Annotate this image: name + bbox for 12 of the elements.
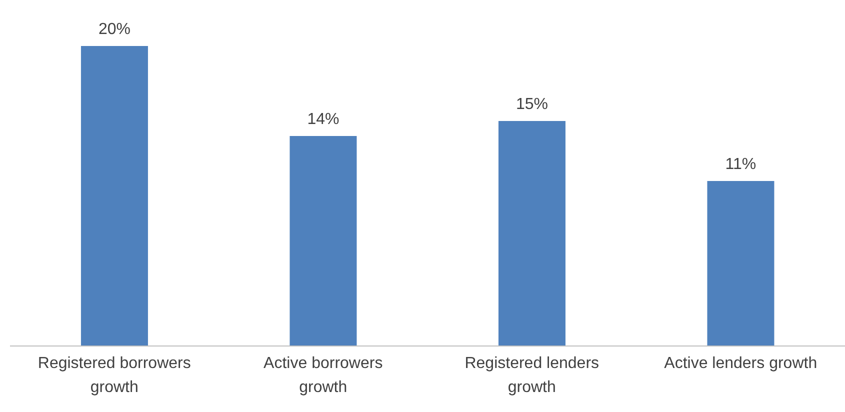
bar: [707, 181, 774, 346]
data-label: 20%: [98, 21, 130, 38]
x-tick-label: Registered borrowers growth: [38, 355, 191, 396]
bar: [498, 121, 566, 346]
x-tick-label: Active borrowers growth: [264, 355, 383, 396]
bar: [290, 136, 357, 346]
x-tick-label: Registered lenders growth: [464, 355, 600, 396]
data-label: 11%: [725, 156, 756, 173]
x-tick-label: Active lenders growth: [664, 355, 818, 372]
bar: [80, 46, 148, 346]
data-label: 15%: [516, 96, 548, 113]
data-label: 14%: [307, 111, 340, 128]
